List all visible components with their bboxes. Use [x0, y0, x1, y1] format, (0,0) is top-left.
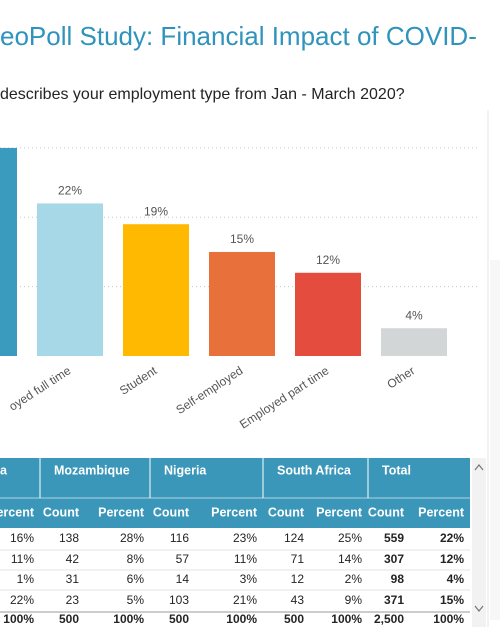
table-cell: 12 [291, 572, 305, 586]
table-cell: 98 [391, 572, 405, 586]
table-cell: 5% [127, 593, 145, 607]
table-cell: 9% [345, 593, 363, 607]
column-header: Percent [98, 505, 145, 519]
table-cell: 100% [331, 612, 362, 626]
column-header: Count [368, 505, 405, 519]
table-cell: 103 [169, 593, 189, 607]
group-header: Mozambique [54, 463, 130, 477]
table-cell: 500 [169, 612, 189, 626]
table-cell: 1% [17, 572, 35, 586]
table-cell: 6% [127, 572, 145, 586]
table-cell: 23% [233, 531, 257, 545]
table-cell: 23 [66, 593, 80, 607]
scroll-up-arrow[interactable] [474, 464, 484, 471]
table-cell: 28% [120, 531, 144, 545]
column-header: Count [43, 505, 80, 519]
table-cell: 31 [66, 572, 80, 586]
bar [381, 328, 447, 356]
data-label: 4% [405, 308, 423, 322]
data-label: 12% [316, 253, 340, 267]
table-cell: 138 [59, 531, 79, 545]
table-cell: 22% [440, 531, 464, 545]
table-cell: 16% [10, 531, 34, 545]
table-cell: 11% [11, 552, 34, 566]
column-header: Percent [211, 505, 258, 519]
table-cell: 22% [10, 593, 34, 607]
column-header: Count [268, 505, 305, 519]
table-cell: 25% [338, 531, 362, 545]
table-cell: 116 [170, 531, 189, 545]
table-cell: 8% [127, 552, 145, 566]
table-cell: 371 [384, 593, 404, 607]
group-header: Total [382, 463, 411, 477]
chart-title: describes your employment type from Jan … [0, 86, 405, 103]
group-header: South Africa [277, 463, 352, 477]
table-cell: 42 [66, 552, 80, 566]
table-cell: 15% [440, 593, 464, 607]
table-cell: 100% [226, 612, 257, 626]
group-header: a [0, 463, 8, 477]
table-cell: 21% [233, 593, 257, 607]
table-cell: 71 [291, 552, 305, 566]
data-label: 19% [144, 204, 168, 218]
table-cell: 2,500 [374, 612, 404, 626]
data-label: 22% [58, 184, 82, 198]
table-cell: 11% [234, 552, 257, 566]
bar [209, 251, 275, 356]
table-cell: 14 [176, 572, 190, 586]
bar [123, 224, 189, 356]
report-title: eoPoll Study: Financial Impact of COVID- [0, 21, 477, 51]
table-cell: 57 [176, 552, 190, 566]
data-label: 15% [230, 232, 254, 246]
table-cell: 100% [3, 612, 34, 626]
column-header: Percent [418, 505, 465, 519]
table-header [0, 458, 470, 528]
bar [295, 272, 361, 356]
table-cell: 100% [113, 612, 144, 626]
bar [0, 147, 17, 356]
data-table: a Mozambique Nigeria South Africa Total ercen… [0, 458, 470, 626]
column-header: ercent [0, 505, 35, 519]
group-header: Nigeria [164, 463, 207, 477]
column-header: Percent [316, 505, 363, 519]
table-cell: 3% [240, 572, 258, 586]
table-cell: 500 [59, 612, 79, 626]
table-cell: 100% [433, 612, 464, 626]
table-cell: 559 [384, 531, 404, 545]
table-cell: 2% [345, 572, 363, 586]
scroll-down-arrow[interactable] [474, 605, 484, 612]
column-header: Count [153, 505, 190, 519]
table-cell: 14% [338, 552, 362, 566]
table-cell: 4% [447, 572, 465, 586]
bar [37, 203, 103, 356]
side-panel [490, 260, 500, 620]
table-scrollbar[interactable] [472, 458, 486, 627]
table-cell: 12% [440, 552, 464, 566]
table-cell: 43 [291, 593, 305, 607]
table-cell: 124 [284, 531, 304, 545]
table-cell: 500 [284, 612, 304, 626]
table-cell: 307 [384, 552, 404, 566]
